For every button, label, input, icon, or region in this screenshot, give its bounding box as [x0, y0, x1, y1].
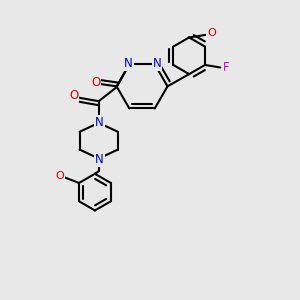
Text: F: F [223, 61, 229, 74]
Text: N: N [124, 57, 133, 70]
Text: N: N [95, 116, 104, 129]
Text: O: O [207, 28, 216, 38]
Text: O: O [69, 89, 79, 102]
Text: N: N [95, 153, 104, 166]
Text: N: N [153, 57, 161, 70]
Text: O: O [91, 76, 100, 89]
Text: O: O [55, 171, 64, 181]
